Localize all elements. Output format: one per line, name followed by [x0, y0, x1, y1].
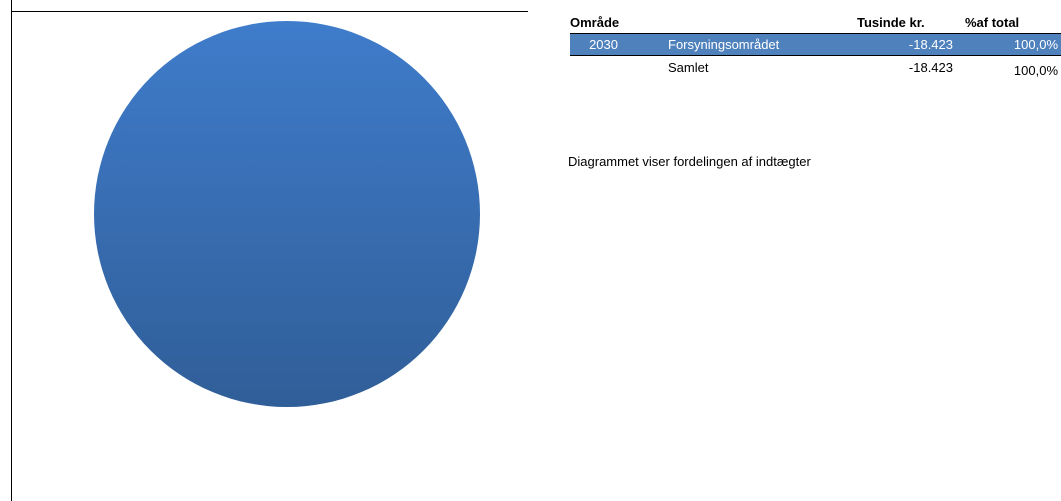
header-pct: %af total [965, 15, 1020, 30]
row-amount: -18.423 [908, 37, 953, 52]
total-pct: 100,0% [1013, 63, 1058, 78]
total-row: Samlet -18.423 100,0% [570, 56, 1061, 78]
chart-description: Diagrammet viser fordelingen af indtægte… [568, 154, 811, 169]
total-amount: -18.423 [908, 60, 953, 75]
frame-edge [11, 0, 12, 11]
row-code: 2030 [589, 37, 618, 52]
table-row[interactable]: 2030 Forsyningsområdet -18.423 100,0% [570, 34, 1061, 56]
pie-slice-forsyningsområdet[interactable] [94, 21, 480, 407]
chart-area [11, 11, 528, 501]
total-label: Samlet [668, 60, 709, 75]
row-pct: 100,0% [1013, 37, 1058, 52]
header-amount: Tusinde kr. [857, 15, 925, 30]
table-header: Område Tusinde kr. %af total [570, 12, 1061, 34]
row-divider [570, 55, 1061, 56]
row-name: Forsyningsområdet [668, 37, 780, 52]
header-area: Område [570, 15, 620, 30]
header-divider [570, 33, 1061, 34]
pie-chart [94, 21, 480, 407]
data-table: Område Tusinde kr. %af total 2030 Forsyn… [570, 12, 1061, 78]
